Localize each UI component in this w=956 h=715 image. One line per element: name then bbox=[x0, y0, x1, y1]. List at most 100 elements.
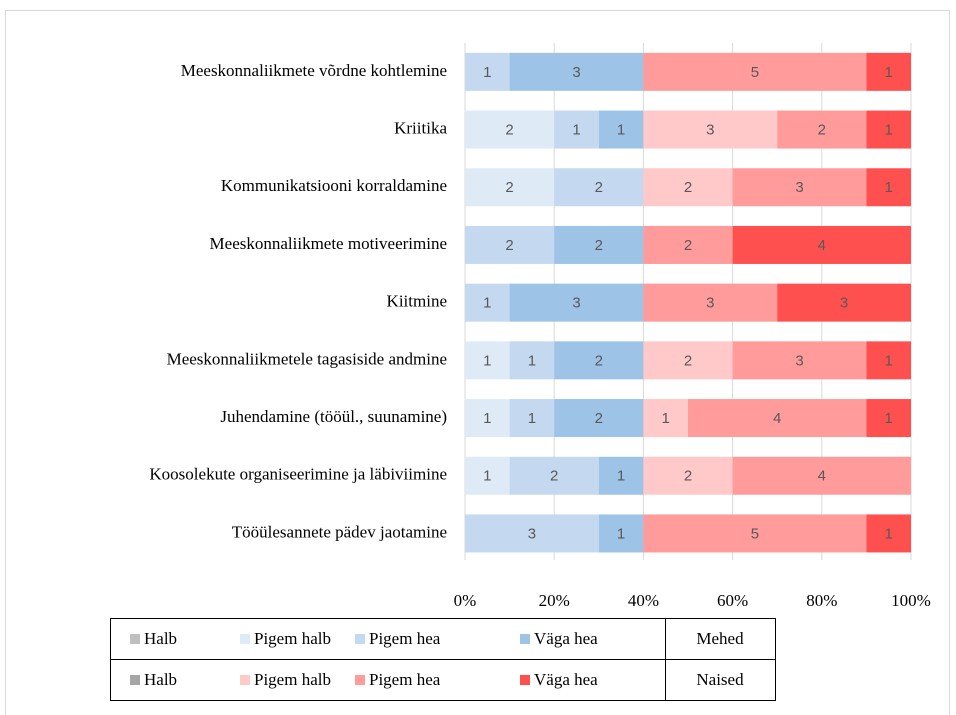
data-label: 2 bbox=[505, 179, 513, 196]
bar-segment bbox=[465, 52, 510, 91]
legend-label: Pigem halb bbox=[254, 629, 331, 648]
legend-swatch bbox=[355, 675, 365, 685]
legend-group: Mehed bbox=[696, 629, 744, 648]
bar-segment bbox=[643, 283, 778, 322]
bar-segment bbox=[777, 110, 867, 149]
legend-label: Pigem halb bbox=[254, 670, 331, 689]
bar-segment bbox=[465, 341, 510, 380]
bar-segment bbox=[643, 514, 867, 553]
bar-segment bbox=[465, 514, 599, 553]
bar-segment bbox=[643, 52, 867, 91]
bar-segment bbox=[643, 456, 733, 495]
bar-segment bbox=[643, 399, 688, 438]
data-label: 1 bbox=[528, 410, 536, 427]
bar-segment bbox=[554, 225, 644, 264]
x-tick-label: 0% bbox=[454, 591, 477, 610]
data-label: 2 bbox=[684, 179, 692, 196]
bar-segment bbox=[866, 52, 911, 91]
bar-segment bbox=[732, 456, 911, 495]
legend-swatch bbox=[130, 675, 140, 685]
chart-frame bbox=[5, 10, 950, 715]
bar-segment bbox=[509, 341, 555, 380]
bar-segment bbox=[509, 283, 644, 322]
bar-segment bbox=[643, 225, 733, 264]
data-label: 1 bbox=[885, 410, 893, 427]
bar-segment bbox=[554, 110, 599, 149]
y-tick-label: Kriitika bbox=[394, 118, 447, 137]
data-label: 1 bbox=[885, 352, 893, 369]
bar-segment bbox=[643, 341, 733, 380]
bar-segment bbox=[465, 110, 555, 149]
legend-label: Halb bbox=[144, 670, 177, 689]
bar-segment bbox=[554, 168, 644, 207]
y-tick-label: Meeskonnaliikmete võrdne kohtlemine bbox=[181, 61, 447, 80]
y-tick-label: Koosolekute organiseerimine ja läbiviimi… bbox=[149, 465, 447, 484]
data-label: 3 bbox=[795, 352, 803, 369]
bar-segment bbox=[465, 456, 510, 495]
bar-segment bbox=[598, 456, 644, 495]
bar-segment bbox=[509, 399, 555, 438]
data-label: 1 bbox=[662, 410, 670, 427]
bar-segment bbox=[598, 514, 644, 553]
bar-segment bbox=[866, 168, 911, 207]
y-tick-label: Meeskonnaliikmetele tagasiside andmine bbox=[167, 349, 447, 368]
data-label: 3 bbox=[795, 179, 803, 196]
data-label: 1 bbox=[483, 468, 491, 485]
y-tick-label: Kiitmine bbox=[387, 292, 447, 311]
data-label: 5 bbox=[751, 64, 759, 81]
legend-table bbox=[110, 618, 776, 701]
data-label: 1 bbox=[483, 410, 491, 427]
data-label: 3 bbox=[840, 295, 848, 312]
bar-segment bbox=[643, 168, 733, 207]
x-tick-label: 60% bbox=[717, 591, 748, 610]
bar-segment bbox=[777, 283, 911, 322]
data-label: 3 bbox=[572, 64, 580, 81]
y-tick-label: Meeskonnaliikmete motiveerimine bbox=[210, 234, 447, 253]
legend-label: Pigem hea bbox=[369, 670, 441, 689]
data-label: 1 bbox=[885, 525, 893, 542]
data-label: 2 bbox=[550, 468, 558, 485]
data-label: 5 bbox=[751, 525, 759, 542]
data-label: 1 bbox=[617, 122, 625, 139]
legend-swatch bbox=[520, 675, 530, 685]
data-label: 2 bbox=[505, 237, 513, 254]
data-label: 3 bbox=[528, 525, 536, 542]
bar-segment bbox=[866, 399, 911, 438]
bar-segment bbox=[554, 399, 644, 438]
x-tick-label: 100% bbox=[891, 591, 931, 610]
legend-label: Väga hea bbox=[534, 629, 598, 648]
legend-swatch bbox=[520, 634, 530, 644]
legend-label: Halb bbox=[144, 629, 177, 648]
data-label: 1 bbox=[572, 122, 580, 139]
y-tick-label: Kommunikatsiooni korraldamine bbox=[221, 176, 447, 195]
bar-segment bbox=[688, 399, 867, 438]
data-label: 4 bbox=[818, 468, 826, 485]
legend-group: Naised bbox=[696, 670, 744, 689]
data-label: 1 bbox=[885, 64, 893, 81]
data-label: 1 bbox=[483, 352, 491, 369]
bar-segment bbox=[554, 341, 644, 380]
data-label: 2 bbox=[505, 122, 513, 139]
x-tick-label: 20% bbox=[539, 591, 570, 610]
bar-segment bbox=[732, 341, 867, 380]
legend-swatch bbox=[130, 634, 140, 644]
data-label: 1 bbox=[617, 468, 625, 485]
data-label: 1 bbox=[885, 179, 893, 196]
data-label: 1 bbox=[885, 122, 893, 139]
data-label: 3 bbox=[706, 122, 714, 139]
data-label: 3 bbox=[572, 295, 580, 312]
data-label: 2 bbox=[595, 237, 603, 254]
bar-segment bbox=[465, 225, 555, 264]
bar-segment bbox=[866, 514, 911, 553]
data-label: 2 bbox=[684, 237, 692, 254]
data-label: 2 bbox=[818, 122, 826, 139]
data-label: 2 bbox=[684, 468, 692, 485]
bar-segment bbox=[866, 341, 911, 380]
bar-segment bbox=[465, 168, 555, 207]
data-label: 3 bbox=[706, 295, 714, 312]
bar-segment bbox=[598, 110, 644, 149]
bar-segment bbox=[866, 110, 911, 149]
bar-segment bbox=[465, 399, 510, 438]
data-label: 1 bbox=[617, 525, 625, 542]
